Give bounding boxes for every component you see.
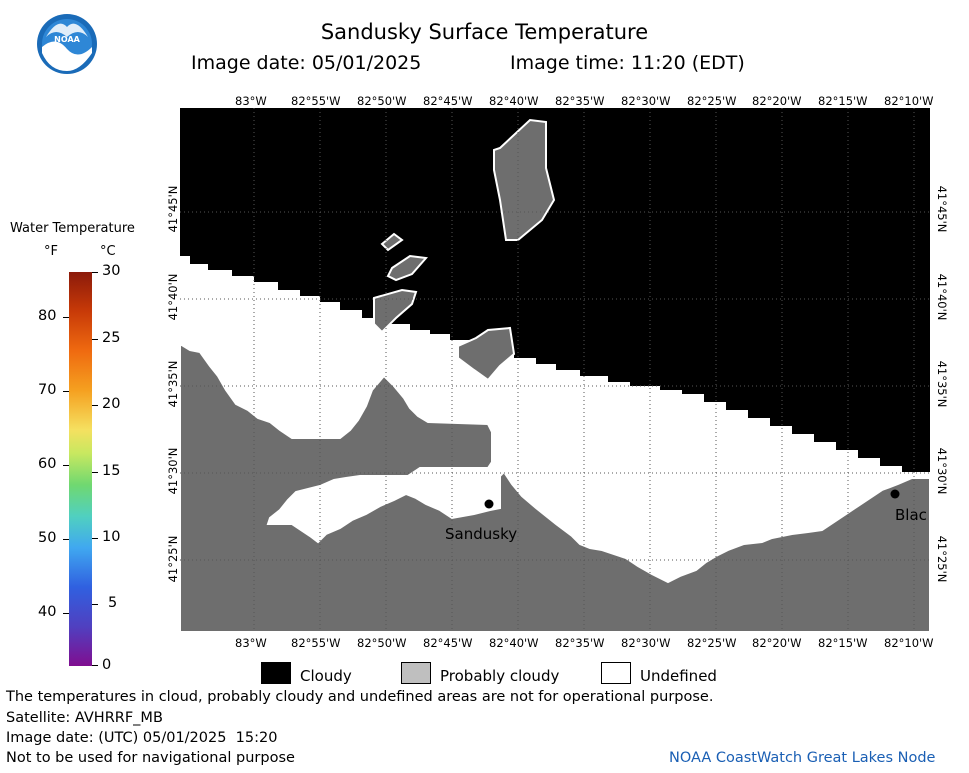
legend-undefined-label: Undefined (640, 667, 717, 685)
lon-bottom-10: 82°10'W (884, 636, 934, 650)
image-date: Image date: 05/01/2025 (191, 52, 422, 74)
lon-top-1: 82°55'W (291, 94, 341, 108)
c-label-5: 5 (108, 595, 118, 611)
blac-label: Blac (895, 506, 927, 524)
f-label-50: 50 (38, 530, 57, 546)
lon-bottom-8: 82°20'W (752, 636, 802, 650)
lat-left-1: 41°40'N (166, 273, 180, 321)
lon-bottom-7: 82°25'W (687, 636, 737, 650)
lon-bottom-1: 82°55'W (291, 636, 341, 650)
f-tick-60 (63, 465, 69, 466)
sandusky-label: Sandusky (445, 525, 518, 543)
lon-bottom-3: 82°45'W (423, 636, 473, 650)
lat-left-4: 41°25'N (166, 535, 180, 583)
map-panel (180, 108, 930, 632)
c-label-20: 20 (102, 396, 121, 412)
c-label-30: 30 (102, 263, 121, 279)
legend-cloudy-label: Cloudy (300, 667, 352, 685)
lon-top-3: 82°45'W (423, 94, 473, 108)
f-label-70: 70 (38, 382, 57, 398)
lon-top-0: 83°W (235, 94, 267, 108)
c-tick-25 (92, 339, 98, 340)
c-tick-5 (92, 604, 98, 605)
lat-left-2: 41°35'N (166, 360, 180, 408)
probably-cloudy-areas (373, 118, 556, 382)
land-mass (180, 342, 930, 632)
f-label-60: 60 (38, 456, 57, 472)
lon-top-8: 82°20'W (752, 94, 802, 108)
lat-left-0: 41°45'N (166, 185, 180, 233)
lon-top-6: 82°30'W (621, 94, 671, 108)
disclaimer-text: The temperatures in cloud, probably clou… (6, 689, 714, 705)
c-tick-15 (92, 472, 98, 473)
c-label-0: 0 (102, 657, 112, 673)
f-tick-70 (63, 391, 69, 392)
noaa-logo-text: NOAA (54, 35, 80, 44)
colorbar-unit-c: °C (100, 244, 116, 259)
c-label-10: 10 (102, 529, 121, 545)
f-tick-50 (63, 539, 69, 540)
lon-top-9: 82°15'W (818, 94, 868, 108)
f-label-40: 40 (38, 604, 57, 620)
cloud-cover (180, 108, 930, 472)
noaa-logo: NOAA (36, 13, 98, 75)
f-tick-40 (63, 613, 69, 614)
c-label-15: 15 (102, 463, 121, 479)
probably-cloudy-patch (373, 288, 418, 334)
blac-marker (890, 489, 900, 499)
f-tick-80 (63, 317, 69, 318)
legend-probably-cloudy-swatch (401, 662, 431, 684)
image-time: Image time: 11:20 (EDT) (510, 52, 745, 74)
lat-right-4: 41°25'N (935, 535, 949, 583)
sandusky-marker (484, 499, 494, 509)
probably-cloudy-patch (493, 118, 556, 241)
lon-top-4: 82°40'W (489, 94, 539, 108)
colorbar-title: Water Temperature (10, 221, 135, 236)
lat-right-3: 41°30'N (935, 447, 949, 495)
c-tick-0 (92, 665, 98, 666)
colorbar (69, 272, 92, 666)
probably-cloudy-patch (457, 326, 516, 382)
lat-right-1: 41°40'N (935, 273, 949, 321)
nav-warning-text: Not to be used for navigational purpose (6, 750, 295, 766)
probably-cloudy-patch (386, 254, 428, 282)
lon-top-2: 82°50'W (357, 94, 407, 108)
legend-probably-cloudy-label: Probably cloudy (440, 667, 560, 685)
colorbar-unit-f: °F (44, 244, 58, 259)
c-tick-20 (92, 405, 98, 406)
c-label-25: 25 (102, 330, 121, 346)
legend-cloudy-swatch (261, 662, 291, 684)
lat-right-2: 41°35'N (935, 360, 949, 408)
c-tick-10 (92, 538, 98, 539)
lon-bottom-0: 83°W (235, 636, 267, 650)
c-tick-30 (92, 272, 98, 273)
lon-bottom-4: 82°40'W (489, 636, 539, 650)
lon-top-5: 82°35'W (555, 94, 605, 108)
satellite-text: Satellite: AVHRRF_MB (6, 710, 163, 726)
utc-date-text: Image date: (UTC) 05/01/2025 15:20 (6, 730, 278, 746)
lon-bottom-2: 82°50'W (357, 636, 407, 650)
credit-link[interactable]: NOAA CoastWatch Great Lakes Node (669, 750, 936, 766)
lat-left-3: 41°30'N (166, 447, 180, 495)
lon-bottom-6: 82°30'W (621, 636, 671, 650)
lon-top-7: 82°25'W (687, 94, 737, 108)
lon-bottom-5: 82°35'W (555, 636, 605, 650)
legend-undefined-swatch (601, 662, 631, 684)
lon-top-10: 82°10'W (884, 94, 934, 108)
graticule (180, 108, 930, 632)
map-title: Sandusky Surface Temperature (320, 20, 649, 44)
lat-right-0: 41°45'N (935, 185, 949, 233)
lon-bottom-9: 82°15'W (818, 636, 868, 650)
f-label-80: 80 (38, 308, 57, 324)
